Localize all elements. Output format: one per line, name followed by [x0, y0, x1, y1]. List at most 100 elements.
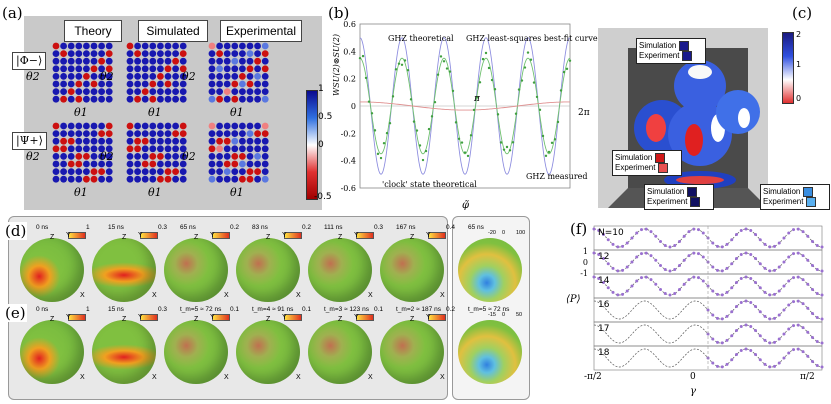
sphere-right-spot: [738, 108, 750, 128]
grid-dot: [216, 80, 224, 88]
f-data-point: [678, 263, 681, 267]
grid-dot: [261, 65, 269, 73]
grid-dot: [172, 175, 180, 183]
f-ytick: -1: [580, 269, 588, 278]
f-data-point: [744, 299, 748, 303]
grid-dot: [172, 153, 180, 160]
f-data-point: [611, 266, 615, 270]
f-data-point: [716, 268, 719, 272]
colorbar-max: 0.1: [230, 306, 240, 313]
grid-dot: [157, 50, 164, 57]
f-data-point: [659, 239, 662, 243]
grid-dot: [98, 50, 105, 57]
f-data-point: [720, 245, 724, 249]
f-data-point: [820, 293, 824, 297]
f-data-point: [716, 364, 719, 368]
f-data-point: [796, 323, 800, 327]
f-data-point: [820, 365, 824, 369]
grid-dot: [231, 95, 239, 103]
grid-dot: [164, 42, 172, 50]
grid-dot: [67, 160, 75, 168]
colorbar-max: 0.2: [302, 224, 312, 231]
f-data-point: [597, 277, 601, 281]
panel-d-label: (d): [4, 222, 28, 240]
grid-dot: [90, 42, 98, 50]
ghz-measured-point: [412, 120, 416, 123]
grid-dot: [179, 175, 187, 183]
f-data-point: [815, 363, 819, 367]
f-data-point: [777, 313, 781, 317]
f-data-point: [820, 245, 824, 249]
f-data-point: [673, 243, 677, 247]
grid-dot: [126, 65, 134, 73]
f-data-point: [792, 348, 795, 352]
time-colorbar: [212, 232, 230, 239]
grid-dot: [239, 168, 246, 176]
grid-dot: [105, 137, 113, 145]
grid-dot: [134, 175, 142, 183]
grid-dot: [239, 145, 246, 153]
grid-dot: [164, 65, 172, 73]
grid-dot: [126, 137, 134, 145]
ghz-measured-point: [436, 73, 440, 76]
grid-dot: [67, 122, 75, 130]
f-data-point: [668, 245, 672, 249]
grid-dot: [223, 153, 231, 160]
axis-z: Z: [50, 316, 55, 323]
ghz-measured-point: [535, 95, 539, 99]
grid-dot: [179, 80, 187, 88]
sphere-top-spot: [688, 65, 712, 79]
grid-dot: [172, 145, 180, 153]
axis-x: X: [440, 374, 445, 381]
grid-dot: [216, 160, 224, 168]
f-data-point: [592, 251, 596, 255]
f-data-point: [716, 340, 719, 344]
grid-dot: [90, 153, 98, 160]
f-data-point: [678, 287, 681, 291]
grid-dot: [216, 122, 224, 130]
f-data-point: [640, 276, 643, 280]
grid-dot: [52, 73, 60, 80]
grid-dot: [105, 153, 113, 160]
grid-dot: [216, 130, 224, 137]
ghz-measured-point: [418, 144, 422, 147]
legend-c1-exp-swatch: [682, 51, 693, 61]
grid-dot: [90, 80, 98, 88]
grid-dot: [164, 57, 172, 65]
f-data-point: [711, 313, 715, 317]
axis-theta1: θ1: [230, 186, 244, 199]
ghz-measured-point: [541, 134, 545, 138]
panel-a-colorbar: [306, 90, 318, 200]
f-row-label: 16: [598, 300, 610, 310]
grid-dot: [157, 175, 164, 183]
grid-dot: [157, 145, 164, 153]
ghz-measured-point: [514, 112, 518, 115]
grid-dot: [67, 80, 75, 88]
f-data-point: [811, 287, 814, 291]
grid-dot: [223, 122, 231, 130]
f-data-point: [749, 277, 753, 281]
grid-dot: [149, 65, 157, 73]
grid-dot: [261, 145, 269, 153]
f-data-point: [758, 358, 762, 362]
grid-dot: [60, 57, 67, 65]
f-row-label: 18: [598, 348, 610, 358]
f-data-point: [602, 233, 605, 237]
grid-dot: [98, 145, 105, 153]
ghz-measured-point: [481, 57, 485, 61]
ghz-measured-point: [403, 59, 407, 62]
f-data-point: [796, 299, 800, 303]
axis-x: X: [440, 292, 445, 299]
grid-dot: [141, 57, 149, 65]
f-data-point: [758, 238, 762, 242]
f-data-point: [820, 317, 824, 321]
f-data-point: [592, 227, 596, 231]
grid-dot: [254, 122, 261, 130]
ghz-measured-point: [454, 121, 458, 124]
grid-dot: [172, 80, 180, 88]
f-data-point: [777, 241, 781, 245]
f-data-point: [815, 267, 819, 271]
dot-grids: θ2 θ1 θ2 θ1 θ2 θ1 θ2 θ1 θ2 θ1 θ2 θ1: [26, 42, 269, 199]
ghz-measured-point: [385, 131, 389, 135]
f-data-point: [730, 238, 734, 242]
